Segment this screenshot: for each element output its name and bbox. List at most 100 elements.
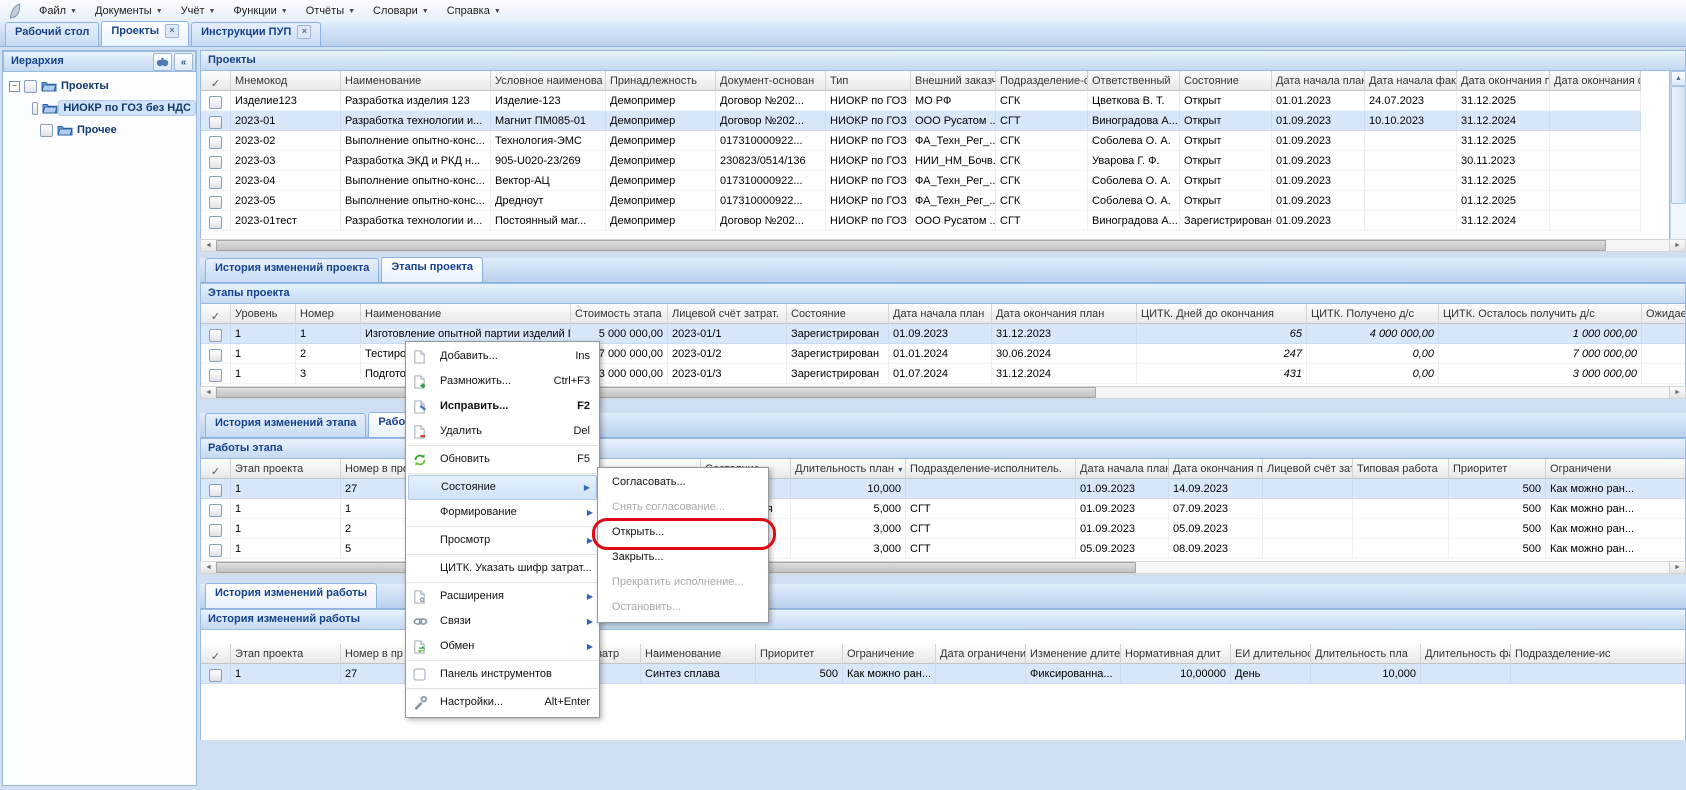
column-header[interactable]: Ожидаемые [1642,304,1685,324]
table-row[interactable]: 2023-04 Выполнение опытно-конс... Вектор-А… [201,171,1641,191]
column-header[interactable]: Наименование [341,71,491,91]
scroll-right-icon[interactable]: ► [1669,562,1685,573]
tree-checkbox[interactable] [24,79,37,93]
table-row[interactable]: 2023-01тест Разработка технологии и... Пос… [201,211,1641,231]
column-header[interactable]: Принадлежность [606,71,716,91]
context-menu-item[interactable]: Добавить... Ins [406,344,599,369]
tab[interactable]: История изменений проекта [205,258,380,282]
column-header[interactable]: Изменение длите [1026,644,1121,664]
expander-icon[interactable]: − [9,80,20,92]
column-header[interactable]: Длительность фак [1421,644,1511,664]
column-header[interactable]: Дата начала факт. [1365,71,1457,91]
scrollbar-thumb[interactable] [216,240,1606,251]
column-header[interactable]: Длительность план ▼ [791,459,906,479]
collapse-button[interactable]: « [174,53,193,71]
table-row[interactable]: Изделие123 Разработка изделия 123 Изделие-… [201,91,1641,111]
tree-checkbox[interactable] [40,123,53,137]
column-header[interactable]: Нормативная длит [1121,644,1231,664]
submenu-item[interactable]: Согласовать... [598,470,768,495]
table-row[interactable]: 2023-02 Выполнение опытно-конс... Технолог… [201,131,1641,151]
tab[interactable]: История изменений работы [205,583,377,608]
row-checkbox[interactable] [209,524,222,537]
column-header[interactable]: Лицевой счёт затрат. [668,304,787,324]
column-header[interactable]: Дата окончания ф [1550,71,1641,91]
menubar-item[interactable]: Функции ▼ [224,3,296,19]
row-checkbox[interactable] [209,369,222,382]
scroll-left-icon[interactable]: ◄ [201,240,217,251]
column-header[interactable]: Этап проекта [231,644,341,664]
tab[interactable]: Проекты × [101,21,190,46]
context-menu-item[interactable]: Размножить... Ctrl+F3 [406,369,599,394]
column-header[interactable]: Дата начала план. [1076,459,1169,479]
column-header[interactable]: Наименование [641,644,756,664]
column-header[interactable]: Номер [296,304,361,324]
close-icon[interactable]: × [165,24,180,38]
column-header[interactable]: Дата начала план. [1272,71,1365,91]
scrollbar-thumb[interactable] [1671,86,1686,204]
select-all-column-header[interactable]: ✓ [201,644,231,664]
menubar-item[interactable]: Словари ▼ [364,3,438,19]
column-header[interactable]: Стоимость этапа [571,304,668,324]
tab[interactable]: История изменений этапа [205,413,367,437]
row-checkbox[interactable] [209,216,222,229]
column-header[interactable]: Дата окончания пл [1457,71,1550,91]
column-header[interactable]: Дата окончания план [1169,459,1263,479]
context-menu-item[interactable]: Удалить Del [406,419,599,444]
column-header[interactable]: Дата ограничения [936,644,1026,664]
context-menu-item[interactable]: Формирование ▶ [406,500,599,525]
context-menu-item[interactable]: Связи ▶ [406,609,599,634]
row-checkbox[interactable] [209,176,222,189]
column-header[interactable]: Ограничени [1546,459,1685,479]
column-header[interactable]: Мнемокод [231,71,341,91]
scroll-up-icon[interactable]: ▲ [1671,71,1686,86]
tab[interactable]: Рабочий стол [5,22,100,46]
scroll-left-icon[interactable]: ◄ [201,387,217,398]
tree-item[interactable]: − Проекты [3,75,196,97]
row-checkbox[interactable] [209,136,222,149]
column-header[interactable]: ЦИТК. Дней до окончания [1137,304,1307,324]
scrollbar-thumb[interactable] [216,387,1096,398]
scroll-right-icon[interactable]: ► [1669,240,1685,251]
context-menu-item[interactable]: Обновить F5 [406,447,599,472]
menubar-item[interactable]: Отчёты ▼ [297,3,364,19]
submenu-item[interactable]: Открыть... [598,520,768,545]
column-header[interactable]: ЕИ длительности [1231,644,1311,664]
row-checkbox[interactable] [209,349,222,362]
column-header[interactable]: Подразделение-исполнитель. [906,459,1076,479]
column-header[interactable]: Тип [826,71,911,91]
column-header[interactable]: Условное наименова [491,71,606,91]
column-header[interactable]: Подразделение-от [996,71,1088,91]
column-header[interactable]: Наименование [361,304,571,324]
select-all-column-header[interactable]: ✓ [201,71,231,91]
column-header[interactable]: Приоритет [756,644,843,664]
column-header[interactable]: Подразделение-ис [1511,644,1685,664]
column-header[interactable]: Этап проекта [231,459,341,479]
table-row[interactable]: 2023-05 Выполнение опытно-конс... Дредноут… [201,191,1641,211]
tree-checkbox[interactable] [32,101,39,115]
row-checkbox[interactable] [209,116,222,129]
context-menu-item[interactable]: Обмен ▶ [406,634,599,659]
table-row[interactable]: 2023-03 Разработка ЭКД и РКД н... 905-U020… [201,151,1641,171]
column-header[interactable]: Состояние [1180,71,1272,91]
column-header[interactable]: Длительность пла [1311,644,1421,664]
column-header[interactable]: Приоритет [1449,459,1546,479]
projects-horizontal-scrollbar[interactable]: ◄ ► [200,239,1686,252]
menubar-item[interactable]: Учёт ▼ [172,3,225,19]
row-checkbox[interactable] [209,669,222,682]
context-menu-item[interactable]: Просмотр ▶ [406,528,599,553]
column-header[interactable]: Типовая работа [1353,459,1449,479]
binoculars-button[interactable] [153,53,172,71]
column-header[interactable]: Внешний заказчик [911,71,996,91]
row-checkbox[interactable] [209,156,222,169]
row-checkbox[interactable] [209,196,222,209]
row-checkbox[interactable] [209,544,222,557]
menubar-item[interactable]: Файл ▼ [30,3,86,19]
row-checkbox[interactable] [209,329,222,342]
row-checkbox[interactable] [209,96,222,109]
tree-item[interactable]: Прочее [3,119,196,141]
column-header[interactable]: Уровень [231,304,296,324]
context-menu-item[interactable]: Настройки... Alt+Enter [406,690,599,715]
scroll-right-icon[interactable]: ► [1669,387,1685,398]
select-all-column-header[interactable]: ✓ [201,459,231,479]
